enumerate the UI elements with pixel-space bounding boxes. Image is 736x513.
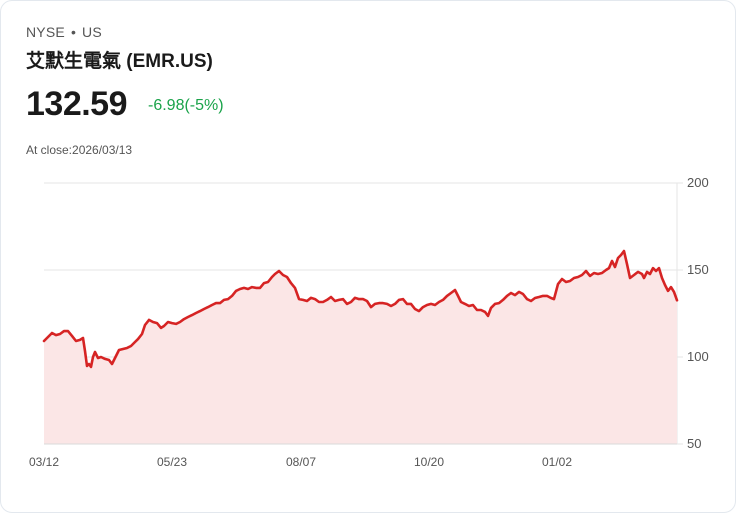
x-tick-1020: 10/20	[414, 455, 445, 469]
price-area	[44, 251, 677, 444]
region-name: US	[82, 24, 102, 40]
x-tick-0807: 08/07	[286, 455, 317, 469]
close-date: At close:2026/03/13	[26, 143, 133, 157]
y-tick-150: 150	[687, 262, 709, 277]
y-tick-50: 50	[687, 436, 702, 451]
separator-dot: •	[70, 24, 77, 40]
price-change: -6.98(-5%)	[148, 97, 224, 114]
y-tick-200: 200	[687, 175, 709, 190]
x-tick-0102: 01/02	[542, 455, 573, 469]
x-tick-0523: 05/23	[157, 455, 188, 469]
y-tick-100: 100	[687, 349, 709, 364]
x-tick-0312: 03/12	[29, 455, 60, 469]
price-chart[interactable]	[1, 171, 736, 471]
stock-price: 132.59	[26, 85, 128, 123]
exchange-label: NYSE • US	[26, 24, 102, 40]
stock-name: 艾默生電氣 (EMR.US)	[26, 51, 213, 72]
price-line	[42, 249, 679, 369]
exchange-name: NYSE	[26, 24, 65, 40]
